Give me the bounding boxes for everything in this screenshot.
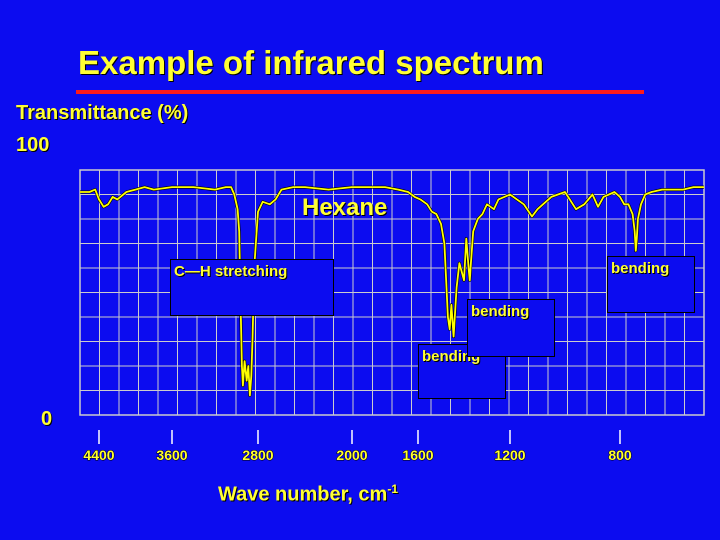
x-tick-label: 4400 bbox=[83, 447, 114, 463]
x-tick-label: 800 bbox=[608, 447, 632, 463]
x-tick-label: 2800 bbox=[242, 447, 273, 463]
x-tick-label: 1200 bbox=[494, 447, 525, 463]
ch-stretch-label: C—H stretching bbox=[170, 259, 334, 316]
x-tick-label: 1600 bbox=[402, 447, 433, 463]
compound-label: Hexane bbox=[302, 194, 388, 221]
page-title: Example of infrared spectrum bbox=[78, 44, 544, 81]
y-tick-100: 100 bbox=[16, 134, 50, 156]
y-axis-label: Transmittance (%) bbox=[16, 102, 189, 124]
x-tick-label: 3600 bbox=[156, 447, 187, 463]
title-underline bbox=[76, 90, 644, 94]
x-tick-label: 2000 bbox=[336, 447, 367, 463]
bending-label-right: bending bbox=[607, 256, 695, 313]
x-axis-label: Wave number, cm-1 bbox=[218, 482, 398, 506]
y-tick-0: 0 bbox=[41, 408, 53, 430]
spectrum-trace bbox=[80, 186, 704, 397]
bending-label-mid: bending bbox=[467, 299, 555, 357]
